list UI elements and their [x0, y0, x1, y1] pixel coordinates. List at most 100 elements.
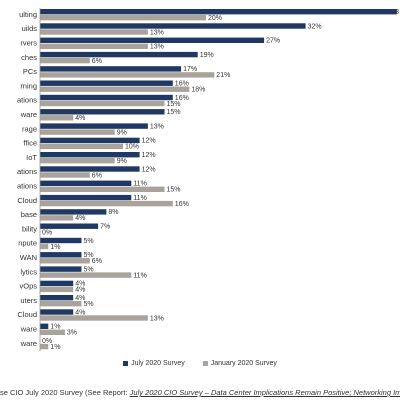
- bar-july: [40, 295, 74, 301]
- value-label-january: 5%: [84, 301, 94, 308]
- value-label-july: 7%: [100, 224, 110, 231]
- source-note: se CIO July 2020 Survey (See Report: Jul…: [0, 388, 400, 397]
- value-label-january: 10%: [125, 144, 139, 151]
- report-link[interactable]: July 2020 CIO Survey – Data Center Impli…: [129, 388, 400, 397]
- bar-january: [40, 143, 123, 150]
- bar-july: [40, 137, 140, 144]
- value-label-july: 12%: [142, 138, 156, 145]
- value-label-january: 6%: [92, 172, 102, 179]
- value-label-january: 0%: [42, 230, 52, 237]
- value-label-january: 16%: [175, 201, 189, 208]
- legend-swatch-january: [202, 360, 208, 366]
- legend-label-july: July 2020 Survey: [131, 360, 185, 367]
- bar-july: [40, 152, 140, 158]
- category-label: ulting: [19, 10, 37, 19]
- bar-july: [40, 266, 82, 272]
- value-label-july: 5%: [84, 266, 94, 273]
- bar-july: [40, 9, 397, 15]
- value-label-july: 27%: [266, 38, 280, 45]
- bar-january: [40, 172, 90, 178]
- value-label-january: 13%: [150, 29, 164, 36]
- category-label: lytics: [20, 267, 37, 276]
- bar-july: [40, 209, 107, 215]
- value-label-january: 9%: [117, 129, 127, 136]
- bar-july: [40, 180, 132, 186]
- value-label-july: 8%: [108, 209, 118, 216]
- value-label-july: 15%: [167, 109, 181, 116]
- value-label-january: 9%: [117, 158, 127, 165]
- category-label: ations: [17, 96, 37, 105]
- bar-january: [40, 343, 49, 350]
- value-label-july: 11%: [133, 181, 147, 188]
- bar-july: [40, 23, 306, 29]
- legend-swatch-july: [123, 360, 129, 366]
- bar-july: [40, 194, 132, 201]
- value-label-july: 4%: [75, 281, 85, 288]
- bar-july: [40, 123, 148, 129]
- bar-july: [40, 80, 173, 86]
- category-label: rning: [20, 81, 37, 90]
- value-label-january: 11%: [133, 272, 147, 279]
- category-label: Cloud: [17, 196, 37, 205]
- value-label-july: 17%: [183, 66, 197, 73]
- category-label: rvers: [20, 39, 37, 48]
- bar-january: [40, 258, 90, 264]
- bar-january: [40, 286, 74, 293]
- bar-january: [40, 186, 165, 192]
- value-label-july: 11%: [133, 195, 147, 202]
- value-label-january: 20%: [208, 15, 222, 22]
- category-label: ations: [17, 167, 37, 176]
- value-label-july: 12%: [142, 166, 156, 173]
- value-label-january: 18%: [191, 87, 205, 94]
- value-label-july: 4%: [75, 295, 85, 302]
- bar-july: [40, 166, 140, 172]
- legend-item-july: July 2020 Survey: [123, 360, 185, 367]
- value-label-july: 12%: [142, 152, 156, 159]
- category-label: ations: [17, 182, 37, 191]
- bar-january: [40, 72, 215, 78]
- value-label-january: 1%: [50, 344, 60, 351]
- category-label: PCs: [23, 67, 37, 76]
- bar-july: [40, 109, 165, 115]
- value-label-july: 4%: [75, 309, 85, 316]
- value-label-january: 1%: [50, 244, 60, 251]
- bar-july: [40, 51, 198, 58]
- legend: July 2020 Survey January 2020 Survey: [0, 360, 400, 367]
- category-label: rage: [22, 124, 37, 133]
- bar-january: [40, 15, 206, 21]
- value-label-january: 3%: [67, 330, 77, 337]
- bar-january: [40, 100, 165, 107]
- category-label: vOps: [19, 282, 37, 291]
- value-label-january: 4%: [75, 215, 85, 222]
- bar-january: [40, 301, 82, 307]
- bar-january: [40, 129, 115, 135]
- value-label-july: 19%: [200, 52, 214, 59]
- category-label: npute: [18, 239, 37, 248]
- bar-july: [40, 94, 173, 101]
- category-label: Cloud: [17, 310, 37, 319]
- bar-january: [40, 57, 90, 64]
- source-prefix: se CIO July 2020 Survey (See Report:: [0, 388, 130, 397]
- bar-july: [40, 223, 99, 229]
- value-label-january: 6%: [92, 258, 102, 265]
- bar-july: [40, 280, 74, 287]
- category-label: uilds: [22, 24, 38, 33]
- value-label-july: 1%: [50, 324, 60, 331]
- legend-item-january: January 2020 Survey: [202, 360, 277, 367]
- category-labels: ulting uilds rvers ches PCs rning ations ware ra…: [17, 10, 37, 348]
- category-label: ches: [21, 53, 37, 62]
- bar-january: [40, 43, 148, 49]
- value-label-january: 15%: [167, 101, 181, 108]
- bar-july: [40, 309, 74, 315]
- bar-january: [40, 272, 132, 278]
- bar-january: [40, 200, 173, 207]
- value-label-january: 13%: [150, 315, 164, 322]
- value-label-july: 16%: [175, 81, 189, 88]
- value-label-july: 13%: [150, 123, 164, 130]
- value-label-january: 4%: [75, 287, 85, 294]
- category-label: ware: [20, 110, 37, 119]
- category-label: bility: [22, 224, 37, 233]
- value-label-july: 16%: [175, 95, 189, 102]
- category-label: WAN: [20, 253, 37, 262]
- bar-july: [40, 323, 49, 329]
